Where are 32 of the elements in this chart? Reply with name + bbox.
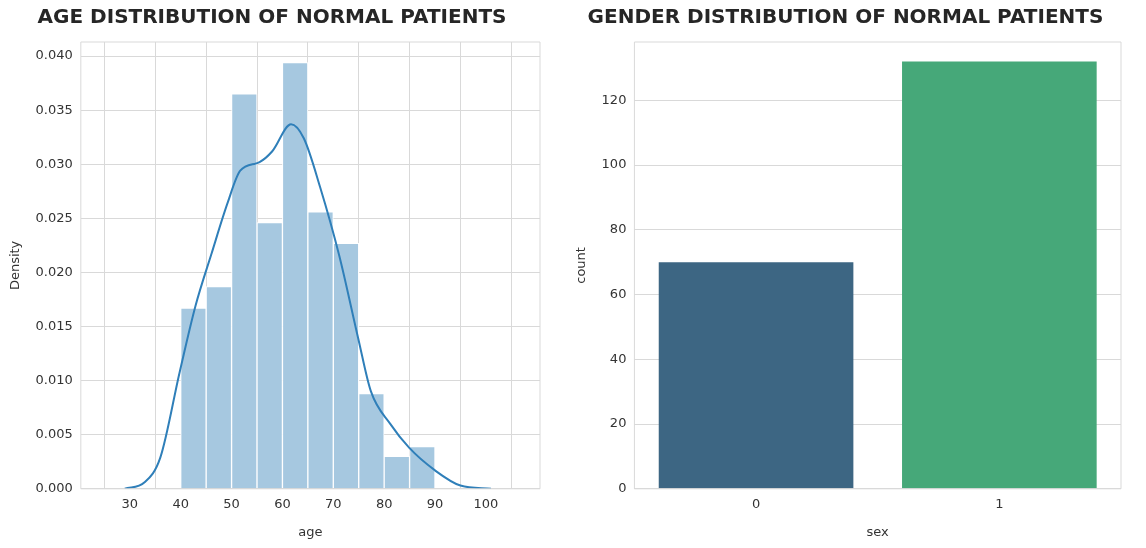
y-tick-label: 120 (601, 91, 627, 107)
y-tick-label: 80 (609, 221, 627, 237)
x-tick-label: 90 (426, 495, 444, 511)
x-tick-label: 0 (751, 495, 761, 511)
y-tick-label: 40 (609, 350, 627, 366)
y-axis-title: Density (7, 240, 23, 291)
x-tick-label: 60 (274, 495, 291, 511)
y-tick-label: 0.025 (35, 209, 73, 225)
chart-title: GENDER DISTRIBUTION OF NORMAL PATIENTS (587, 4, 1104, 29)
y-tick-label: 20 (609, 415, 627, 431)
y-tick-label: 0.030 (35, 155, 73, 171)
y-tick-label: 0.010 (35, 371, 73, 387)
y-tick-label: 0 (618, 480, 627, 496)
y-tick-label: 0.040 (35, 47, 73, 63)
x-tick-label: 40 (172, 495, 189, 511)
x-axis-title: sex (866, 523, 890, 539)
x-axis-title: age (298, 523, 323, 539)
y-tick-label: 0.035 (35, 101, 73, 117)
x-tick-label: 100 (473, 495, 499, 511)
x-tick-label: 70 (325, 495, 342, 511)
x-tick-label: 80 (375, 495, 393, 511)
y-tick-label: 0.005 (35, 426, 73, 442)
x-tick-label: 1 (995, 495, 1004, 511)
y-tick-label: 100 (601, 156, 627, 172)
chart-title: AGE DISTRIBUTION OF NORMAL PATIENTS (37, 4, 507, 29)
y-tick-label: 0.020 (35, 263, 73, 279)
y-tick-label: 60 (609, 285, 627, 301)
x-tick-label: 30 (121, 495, 139, 511)
y-tick-label: 0.015 (35, 317, 73, 333)
y-axis-title: count (573, 247, 589, 284)
x-tick-label: 50 (223, 495, 240, 511)
y-tick-label: 0.000 (35, 480, 73, 496)
